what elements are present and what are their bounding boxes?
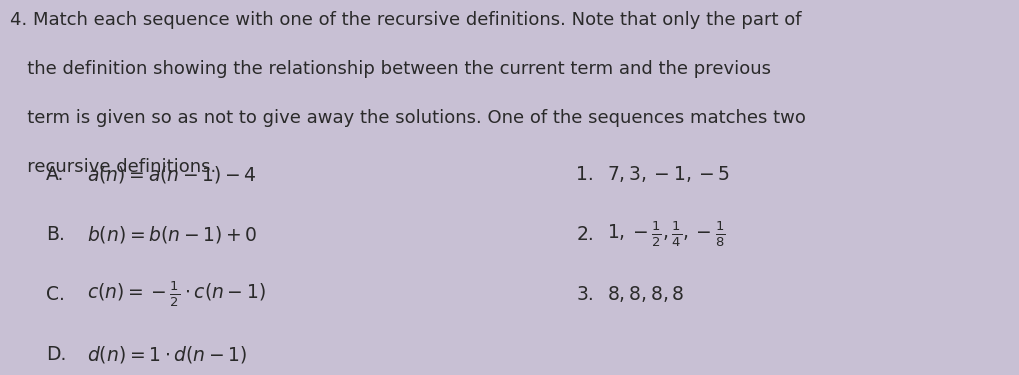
Text: $c(n) = -\frac{1}{2} \cdot c(n-1)$: $c(n) = -\frac{1}{2} \cdot c(n-1)$ <box>87 280 265 309</box>
Text: B.: B. <box>46 225 65 244</box>
Text: the definition showing the relationship between the current term and the previou: the definition showing the relationship … <box>10 60 770 78</box>
Text: C.: C. <box>46 285 65 304</box>
Text: 4. Match each sequence with one of the recursive definitions. Note that only the: 4. Match each sequence with one of the r… <box>10 11 801 29</box>
Text: $b(n) = b(n-1) + 0$: $b(n) = b(n-1) + 0$ <box>87 224 257 245</box>
Text: $d(n) = 1 \cdot d(n-1)$: $d(n) = 1 \cdot d(n-1)$ <box>87 344 247 365</box>
Text: $1, -\frac{1}{2}, \frac{1}{4}, -\frac{1}{8}$: $1, -\frac{1}{2}, \frac{1}{4}, -\frac{1}… <box>606 220 725 249</box>
Text: $8, 8, 8, 8$: $8, 8, 8, 8$ <box>606 284 684 304</box>
Text: $a(n) = a(n-1) - 4$: $a(n) = a(n-1) - 4$ <box>87 164 257 185</box>
Text: 3.: 3. <box>576 285 593 304</box>
Text: 1.: 1. <box>576 165 593 184</box>
Text: recursive definitions.: recursive definitions. <box>10 158 216 176</box>
Text: term is given so as not to give away the solutions. One of the sequences matches: term is given so as not to give away the… <box>10 109 805 127</box>
Text: D.: D. <box>46 345 66 364</box>
Text: $7, 3, -1, -5$: $7, 3, -1, -5$ <box>606 164 729 184</box>
Text: A.: A. <box>46 165 64 184</box>
Text: 2.: 2. <box>576 225 593 244</box>
